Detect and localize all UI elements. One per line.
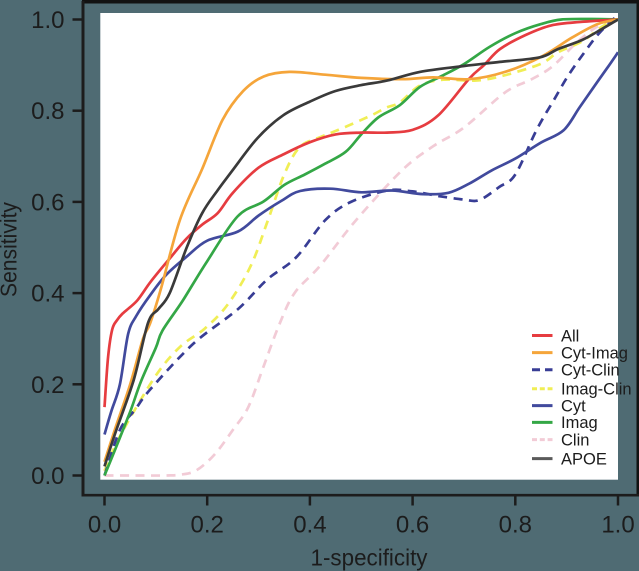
svg-text:0.2: 0.2: [191, 512, 224, 539]
svg-text:0.6: 0.6: [31, 189, 64, 216]
svg-text:1.0: 1.0: [31, 7, 64, 34]
svg-text:Cyt-Imag: Cyt-Imag: [561, 344, 628, 362]
svg-text:Imag: Imag: [561, 414, 598, 432]
svg-text:0.8: 0.8: [31, 98, 64, 125]
svg-text:0.2: 0.2: [31, 372, 64, 399]
svg-text:0.0: 0.0: [88, 512, 121, 539]
svg-text:0.0: 0.0: [31, 463, 64, 490]
svg-text:APOE: APOE: [561, 450, 607, 468]
svg-text:Imag-Clin: Imag-Clin: [561, 381, 632, 399]
svg-text:Cyt: Cyt: [561, 397, 586, 415]
svg-text:All: All: [561, 327, 579, 345]
svg-text:0.4: 0.4: [293, 512, 326, 539]
svg-text:0.8: 0.8: [499, 512, 532, 539]
svg-text:1.0: 1.0: [601, 512, 634, 539]
svg-text:Sensitivity: Sensitivity: [0, 202, 22, 297]
svg-text:0.4: 0.4: [31, 281, 64, 308]
svg-text:0.6: 0.6: [396, 512, 429, 539]
svg-text:Clin: Clin: [561, 431, 589, 449]
svg-text:1-specificity: 1-specificity: [311, 545, 428, 571]
svg-text:Cyt-Clin: Cyt-Clin: [561, 362, 620, 380]
